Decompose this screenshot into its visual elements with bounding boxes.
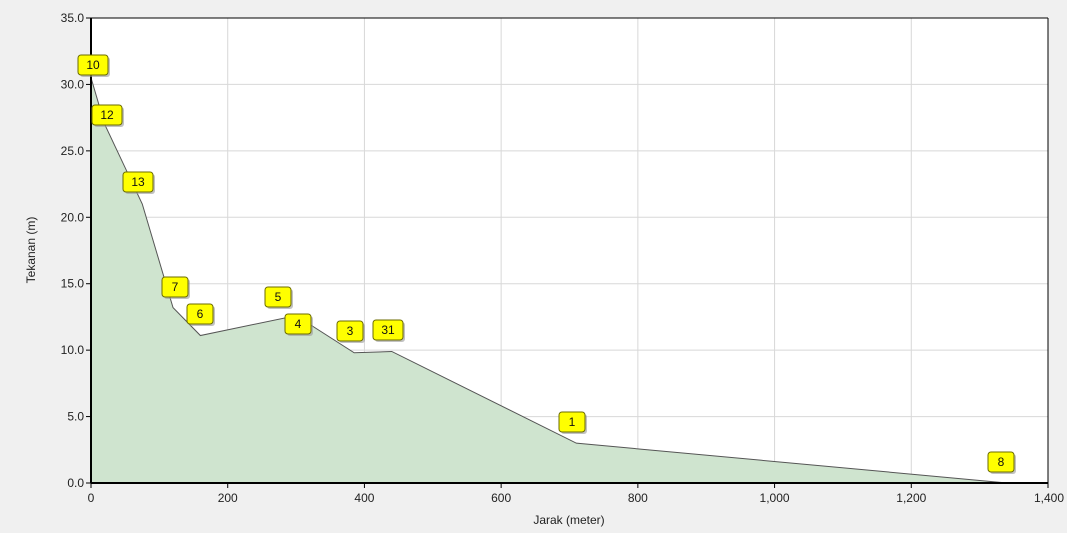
node-label-13: 13 [122, 171, 155, 194]
node-label-box [336, 320, 364, 342]
x-axis-label: Jarak (meter) [533, 513, 604, 527]
node-label-box [284, 313, 312, 335]
node-label-6: 6 [186, 303, 215, 326]
node-label-box [122, 171, 154, 193]
x-tick-label: 0 [88, 491, 95, 505]
node-label-text: 13 [131, 175, 145, 189]
y-tick-label: 15.0 [61, 277, 85, 291]
node-label-text: 4 [295, 317, 302, 331]
node-label-box [558, 411, 586, 433]
node-label-text: 7 [172, 280, 179, 294]
node-label-7: 7 [161, 276, 190, 299]
y-tick-label: 35.0 [61, 11, 85, 25]
x-tick-label: 1,000 [760, 491, 790, 505]
node-label-box [264, 286, 292, 308]
node-label-10: 10 [77, 54, 110, 77]
node-label-box [372, 319, 404, 341]
x-tick-label: 600 [491, 491, 511, 505]
node-label-3: 3 [336, 320, 365, 343]
node-labels: 10 12 13 7 6 54 3 31 1 8 [77, 54, 1016, 474]
node-label-31: 31 [372, 319, 405, 342]
y-tick-label: 5.0 [67, 410, 84, 424]
pressure-line [90, 77, 1008, 484]
x-tick-label: 800 [628, 491, 648, 505]
node-label-text: 31 [381, 323, 395, 337]
y-tick-label: 30.0 [61, 77, 85, 91]
node-label-box [161, 276, 189, 298]
node-label-5: 5 [264, 286, 293, 309]
node-label-text: 6 [197, 307, 204, 321]
node-label-text: 12 [100, 108, 114, 122]
y-tick-label: 10.0 [61, 343, 85, 357]
node-label-12: 12 [91, 104, 124, 127]
x-tick-label: 400 [354, 491, 374, 505]
x-axis-ticks: 0 200 400 600 800 1,000 1,200 1,400 [88, 483, 1064, 505]
x-tick-label: 200 [218, 491, 238, 505]
node-label-box [987, 451, 1015, 473]
y-axis-ticks: 0.0 5.0 10.0 15.0 20.0 25.0 30.0 35.0 [61, 11, 91, 490]
node-label-4: 4 [284, 313, 313, 336]
node-label-1: 1 [558, 411, 587, 434]
node-label-8: 8 [987, 451, 1016, 474]
x-tick-label: 1,400 [1034, 491, 1064, 505]
y-tick-label: 25.0 [61, 144, 85, 158]
node-label-text: 8 [998, 455, 1005, 469]
y-tick-label: 20.0 [61, 210, 85, 224]
node-label-text: 10 [86, 58, 100, 72]
y-axis-label: Tekanan (m) [24, 217, 38, 284]
axes [90, 17, 1049, 484]
node-label-text: 3 [347, 324, 354, 338]
node-label-text: 5 [275, 290, 282, 304]
node-label-box [186, 303, 214, 325]
x-tick-label: 1,200 [896, 491, 926, 505]
node-label-box [91, 104, 123, 126]
node-label-text: 1 [569, 415, 576, 429]
node-label-box [77, 54, 109, 76]
pressure-area [91, 77, 1007, 484]
y-tick-label: 0.0 [67, 476, 84, 490]
